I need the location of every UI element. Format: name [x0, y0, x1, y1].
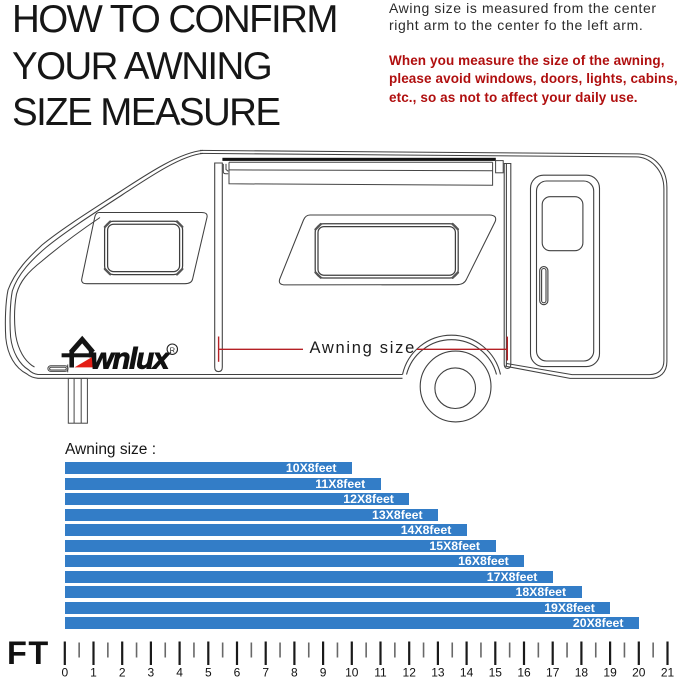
svg-text:Awning size: Awning size — [310, 339, 416, 357]
svg-text:15: 15 — [489, 666, 503, 677]
svg-text:4: 4 — [176, 666, 183, 677]
svg-text:13: 13 — [431, 666, 445, 677]
svg-text:2: 2 — [119, 666, 126, 677]
svg-text:0: 0 — [61, 666, 68, 677]
svg-text:7: 7 — [262, 666, 269, 677]
svg-text:wnlux: wnlux — [91, 342, 171, 375]
svg-text:8: 8 — [291, 666, 298, 677]
svg-text:11: 11 — [374, 666, 387, 677]
svg-text:20: 20 — [632, 666, 646, 677]
svg-text:10: 10 — [345, 666, 359, 677]
svg-text:R: R — [170, 346, 176, 355]
svg-text:12: 12 — [403, 666, 417, 677]
svg-text:19: 19 — [603, 666, 617, 677]
svg-text:9: 9 — [320, 666, 327, 677]
svg-text:17: 17 — [546, 666, 560, 677]
svg-text:1: 1 — [90, 666, 97, 677]
svg-text:5: 5 — [205, 666, 212, 677]
svg-text:18: 18 — [575, 666, 589, 677]
svg-text:14: 14 — [460, 666, 474, 677]
svg-text:3: 3 — [148, 666, 155, 677]
svg-text:16: 16 — [517, 666, 531, 677]
svg-text:6: 6 — [234, 666, 241, 677]
svg-text:21: 21 — [661, 666, 675, 677]
